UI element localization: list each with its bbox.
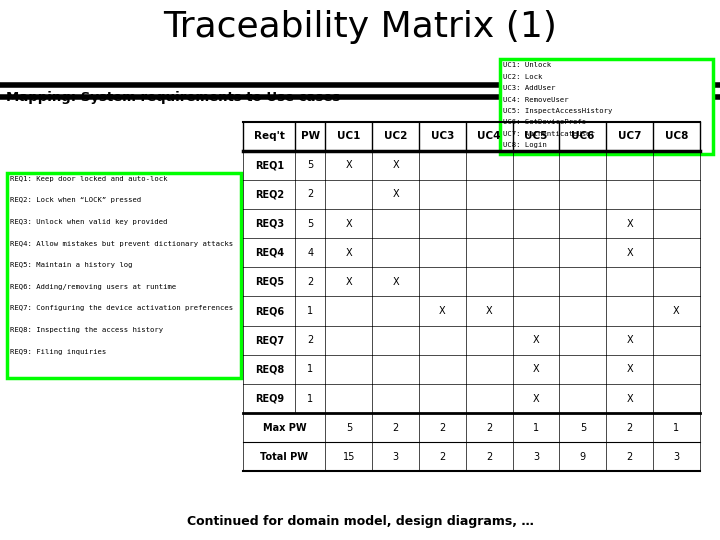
Text: REQ9: REQ9 bbox=[255, 394, 284, 403]
FancyBboxPatch shape bbox=[500, 59, 713, 154]
Text: UC6: UC6 bbox=[571, 131, 595, 141]
Text: REQ3: Unlock when valid key provided: REQ3: Unlock when valid key provided bbox=[10, 219, 168, 225]
Text: REQ7: REQ7 bbox=[255, 335, 284, 345]
Text: X: X bbox=[392, 190, 399, 199]
Text: 4: 4 bbox=[307, 248, 313, 258]
Text: 5: 5 bbox=[346, 423, 352, 433]
Text: 9: 9 bbox=[580, 452, 586, 462]
Text: UC5: InspectAccessHistory: UC5: InspectAccessHistory bbox=[503, 108, 613, 114]
Text: 2: 2 bbox=[392, 423, 399, 433]
Text: UC3: AddUser: UC3: AddUser bbox=[503, 85, 556, 91]
Text: X: X bbox=[626, 248, 633, 258]
Text: 2: 2 bbox=[307, 335, 313, 345]
Text: REQ3: REQ3 bbox=[255, 219, 284, 228]
Text: 1: 1 bbox=[673, 423, 680, 433]
Text: 2: 2 bbox=[626, 423, 633, 433]
Text: X: X bbox=[346, 277, 352, 287]
Text: UC2: UC2 bbox=[384, 131, 408, 141]
Text: 2: 2 bbox=[307, 190, 313, 199]
Text: X: X bbox=[626, 394, 633, 403]
Text: REQ9: Filing inquiries: REQ9: Filing inquiries bbox=[10, 349, 107, 355]
Text: X: X bbox=[346, 248, 352, 258]
Text: 2: 2 bbox=[486, 423, 492, 433]
Text: UC8: Login: UC8: Login bbox=[503, 142, 547, 148]
Text: X: X bbox=[626, 335, 633, 345]
Text: X: X bbox=[486, 306, 492, 316]
FancyBboxPatch shape bbox=[7, 173, 241, 378]
Text: X: X bbox=[346, 160, 352, 170]
Text: 3: 3 bbox=[392, 452, 399, 462]
Text: Max PW: Max PW bbox=[263, 423, 306, 433]
Text: X: X bbox=[392, 160, 399, 170]
Text: X: X bbox=[392, 277, 399, 287]
Text: UC6: SetDevicePrefs: UC6: SetDevicePrefs bbox=[503, 119, 587, 125]
Text: UC5: UC5 bbox=[524, 131, 548, 141]
Text: 5: 5 bbox=[580, 423, 586, 433]
Text: UC4: UC4 bbox=[477, 131, 501, 141]
Text: Total PW: Total PW bbox=[261, 452, 308, 462]
Text: X: X bbox=[673, 306, 680, 316]
Text: REQ6: Adding/removing users at runtime: REQ6: Adding/removing users at runtime bbox=[10, 284, 176, 290]
Text: UC7: UC7 bbox=[618, 131, 642, 141]
Text: 2: 2 bbox=[439, 452, 446, 462]
Text: UC1: Unlock: UC1: Unlock bbox=[503, 63, 552, 69]
Text: 15: 15 bbox=[343, 452, 355, 462]
Text: 3: 3 bbox=[673, 452, 680, 462]
Text: 3: 3 bbox=[533, 452, 539, 462]
Text: X: X bbox=[439, 306, 446, 316]
Text: REQ1: Keep door locked and auto-lock: REQ1: Keep door locked and auto-lock bbox=[10, 176, 168, 182]
Text: REQ8: REQ8 bbox=[255, 364, 284, 374]
Text: REQ4: REQ4 bbox=[255, 248, 284, 258]
Text: X: X bbox=[533, 364, 539, 374]
Text: Traceability Matrix (1): Traceability Matrix (1) bbox=[163, 10, 557, 44]
Text: X: X bbox=[626, 364, 633, 374]
Text: X: X bbox=[346, 219, 352, 228]
Text: REQ5: Maintain a history log: REQ5: Maintain a history log bbox=[10, 262, 132, 268]
Text: Mapping: System requirements to Use cases: Mapping: System requirements to Use case… bbox=[6, 91, 341, 104]
Text: UC8: UC8 bbox=[665, 131, 688, 141]
Text: 1: 1 bbox=[533, 423, 539, 433]
Text: Req't: Req't bbox=[254, 131, 284, 141]
Text: UC3: UC3 bbox=[431, 131, 454, 141]
Text: REQ2: Lock when “LOCK” pressed: REQ2: Lock when “LOCK” pressed bbox=[10, 198, 141, 204]
Text: REQ1: REQ1 bbox=[255, 160, 284, 170]
Text: UC1: UC1 bbox=[337, 131, 361, 141]
Text: REQ5: REQ5 bbox=[255, 277, 284, 287]
Text: 2: 2 bbox=[626, 452, 633, 462]
Text: UC7: AuthenticateUser: UC7: AuthenticateUser bbox=[503, 131, 595, 137]
Text: 1: 1 bbox=[307, 364, 313, 374]
Text: X: X bbox=[626, 219, 633, 228]
Text: PW: PW bbox=[301, 131, 320, 141]
Text: 5: 5 bbox=[307, 160, 313, 170]
Text: REQ4: Allow mistakes but prevent dictionary attacks: REQ4: Allow mistakes but prevent diction… bbox=[10, 241, 233, 247]
Text: 1: 1 bbox=[307, 306, 313, 316]
Text: 2: 2 bbox=[486, 452, 492, 462]
Text: REQ8: Inspecting the access history: REQ8: Inspecting the access history bbox=[10, 327, 163, 333]
Text: REQ6: REQ6 bbox=[255, 306, 284, 316]
Text: 2: 2 bbox=[307, 277, 313, 287]
Text: REQ2: REQ2 bbox=[255, 190, 284, 199]
Text: Continued for domain model, design diagrams, …: Continued for domain model, design diagr… bbox=[186, 516, 534, 529]
Text: X: X bbox=[533, 335, 539, 345]
Text: X: X bbox=[533, 394, 539, 403]
Text: UC2: Lock: UC2: Lock bbox=[503, 74, 543, 80]
Text: 5: 5 bbox=[307, 219, 313, 228]
Text: UC4: RemoveUser: UC4: RemoveUser bbox=[503, 97, 569, 103]
Text: 1: 1 bbox=[307, 394, 313, 403]
Text: 2: 2 bbox=[439, 423, 446, 433]
Text: REQ7: Configuring the device activation preferences: REQ7: Configuring the device activation … bbox=[10, 306, 233, 312]
